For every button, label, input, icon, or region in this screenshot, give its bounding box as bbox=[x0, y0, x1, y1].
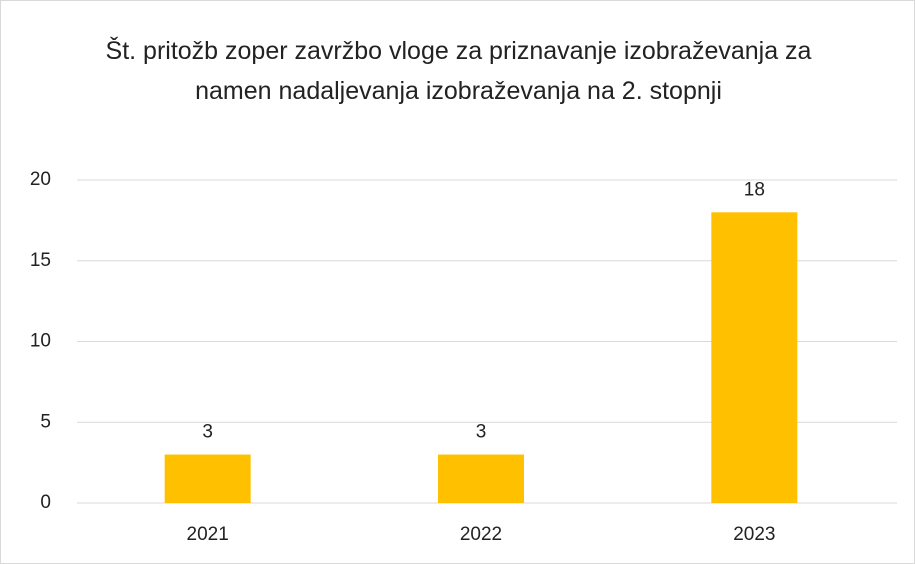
data-label: 3 bbox=[476, 422, 487, 443]
data-label: 3 bbox=[202, 422, 213, 443]
x-tick-label: 2023 bbox=[733, 524, 775, 545]
y-tick-label: 20 bbox=[30, 169, 51, 190]
bar bbox=[438, 454, 524, 503]
data-label: 18 bbox=[744, 179, 765, 200]
bar bbox=[711, 212, 798, 504]
bar bbox=[164, 454, 251, 503]
chart-title: Št. pritožb zoper zavržbo vloge za prizn… bbox=[105, 37, 812, 105]
y-tick-label: 10 bbox=[30, 331, 51, 352]
x-tick-label: 2022 bbox=[460, 524, 502, 545]
y-tick-label: 15 bbox=[30, 250, 51, 271]
y-tick-label: 0 bbox=[40, 492, 51, 513]
x-tick-label: 2021 bbox=[187, 524, 229, 545]
y-tick-label: 5 bbox=[40, 411, 51, 432]
